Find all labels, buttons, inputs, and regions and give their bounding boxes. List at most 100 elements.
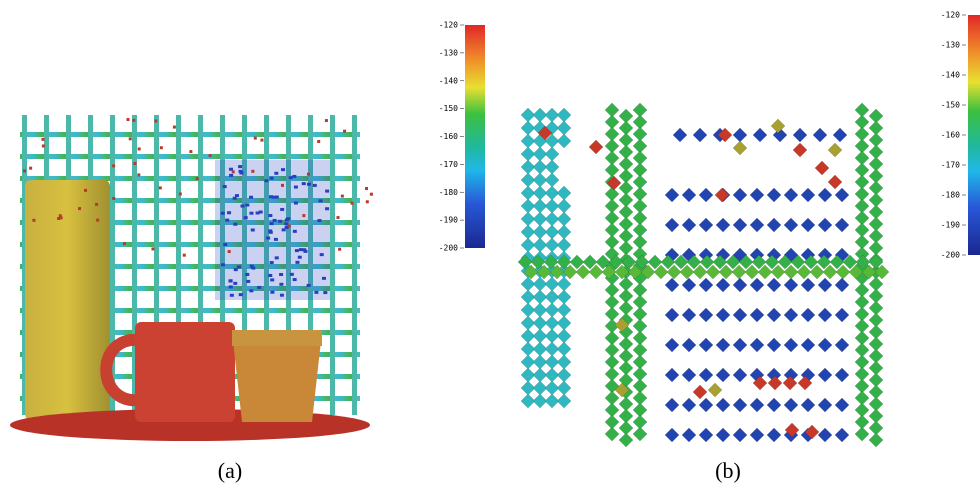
- voxel: [817, 367, 833, 383]
- voxel: [732, 127, 748, 143]
- voxel: [530, 254, 546, 270]
- speckle: [251, 266, 256, 270]
- speckle: [245, 203, 250, 207]
- speckle: [269, 222, 274, 226]
- speckle: [172, 125, 176, 129]
- voxel: [698, 277, 714, 293]
- speckle: [227, 250, 231, 254]
- voxel: [783, 264, 799, 280]
- voxel: [732, 397, 748, 413]
- voxel: [549, 264, 565, 280]
- pot-rim: [232, 330, 322, 346]
- voxel: [725, 254, 741, 270]
- speckle: [312, 183, 317, 187]
- speckle: [223, 243, 228, 247]
- speckle: [158, 186, 162, 190]
- voxel: [800, 397, 816, 413]
- voxel: [664, 187, 680, 203]
- speckle: [251, 169, 255, 173]
- speckle: [298, 248, 303, 252]
- colorbar-tick-label: -170: [439, 160, 458, 169]
- voxel: [783, 397, 799, 413]
- voxel: [766, 337, 782, 353]
- voxel: [664, 217, 680, 233]
- speckle: [281, 228, 286, 232]
- voxel: [783, 217, 799, 233]
- voxel: [556, 393, 572, 409]
- speckle: [284, 225, 289, 229]
- voxel: [749, 427, 765, 443]
- speckle: [314, 290, 319, 294]
- voxel: [601, 264, 617, 280]
- voxel: [588, 264, 604, 280]
- speckle: [137, 147, 141, 151]
- speckle: [325, 189, 330, 193]
- voxel: [816, 254, 832, 270]
- voxel: [732, 337, 748, 353]
- speckle: [245, 272, 250, 276]
- voxel: [800, 337, 816, 353]
- voxel: [664, 397, 680, 413]
- speckle: [301, 182, 306, 186]
- speckle: [132, 118, 136, 122]
- voxel: [817, 397, 833, 413]
- voxel: [770, 264, 786, 280]
- speckle: [41, 137, 45, 141]
- voxel: [783, 187, 799, 203]
- speckle: [280, 168, 285, 172]
- voxel: [698, 187, 714, 203]
- speckle: [228, 279, 233, 283]
- speckle: [289, 272, 294, 276]
- speckle: [268, 273, 273, 277]
- speckle: [238, 169, 243, 173]
- colorbar-tick-label: -190: [941, 221, 960, 230]
- pot: [232, 332, 322, 422]
- voxel: [681, 367, 697, 383]
- speckle: [324, 119, 328, 123]
- voxel: [686, 254, 702, 270]
- speckle: [240, 204, 245, 208]
- voxel: [556, 380, 572, 396]
- voxel: [749, 187, 765, 203]
- mug-handle: [100, 333, 141, 407]
- voxel: [562, 264, 578, 280]
- speckle: [336, 216, 340, 220]
- voxel: [854, 426, 870, 442]
- voxel: [640, 264, 656, 280]
- speckle: [228, 285, 233, 289]
- voxel: [681, 307, 697, 323]
- speckle: [269, 176, 274, 180]
- speckle: [273, 237, 278, 241]
- voxel: [556, 354, 572, 370]
- voxel: [681, 277, 697, 293]
- voxel: [817, 307, 833, 323]
- speckle: [95, 202, 99, 206]
- speckle: [189, 150, 193, 154]
- speckle: [295, 260, 300, 264]
- speckle: [264, 179, 269, 183]
- speckle: [272, 218, 277, 222]
- speckle: [268, 229, 273, 233]
- speckle: [208, 154, 212, 158]
- voxel: [796, 264, 812, 280]
- speckle: [32, 218, 36, 222]
- colorbar-tick-label: -120: [439, 21, 458, 30]
- voxel: [556, 133, 572, 149]
- speckle: [292, 174, 297, 178]
- voxel: [606, 175, 622, 191]
- voxel: [874, 264, 890, 280]
- voxel: [822, 264, 838, 280]
- voxel: [712, 254, 728, 270]
- voxel: [681, 187, 697, 203]
- voxel: [698, 307, 714, 323]
- speckle: [229, 173, 234, 177]
- voxel: [715, 277, 731, 293]
- voxel: [766, 217, 782, 233]
- speckle: [319, 253, 324, 257]
- voxel: [692, 384, 708, 400]
- voxel: [517, 254, 533, 270]
- speckle: [249, 264, 254, 268]
- voxel: [715, 427, 731, 443]
- speckle: [287, 224, 291, 228]
- voxel: [827, 174, 843, 190]
